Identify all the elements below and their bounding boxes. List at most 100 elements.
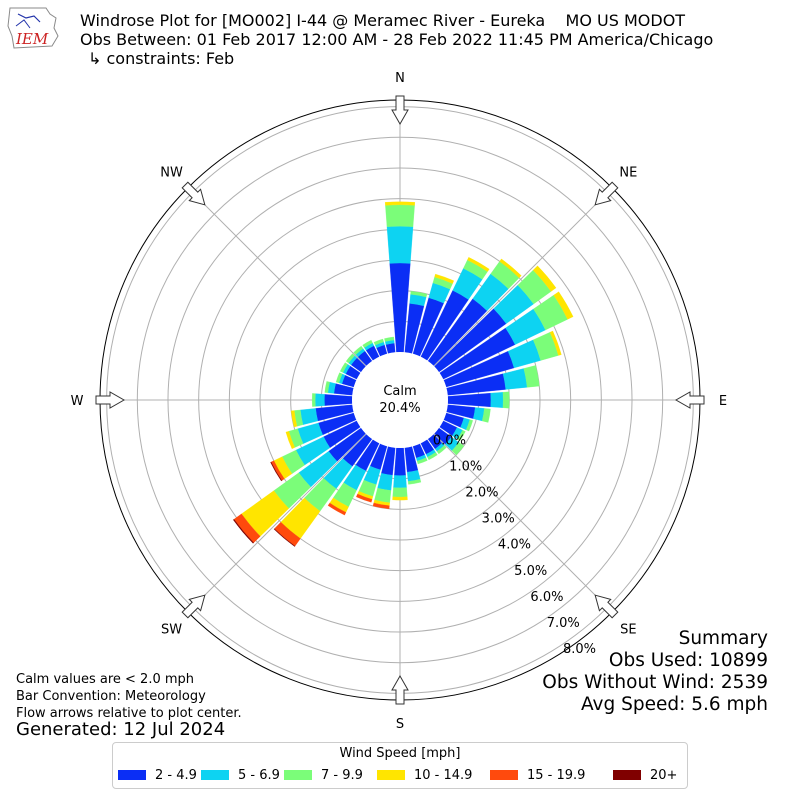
ring-label: 0.0%: [433, 434, 466, 449]
windrose-bar: [481, 408, 491, 423]
obs-between: Obs Between: 01 Feb 2017 12:00 AM - 28 F…: [80, 30, 714, 49]
legend-label: 2 - 4.9: [155, 768, 197, 783]
legend-label: 7 - 9.9: [321, 768, 363, 783]
legend-label: 10 - 14.9: [414, 768, 473, 783]
legend-label: 15 - 19.9: [527, 768, 586, 783]
windrose-bar: [490, 392, 504, 408]
summary-box: Summary Obs Used: 10899 Obs Without Wind…: [542, 628, 768, 716]
ring-label: 3.0%: [482, 512, 515, 527]
windrose-bar: [434, 273, 455, 284]
windrose-bar: [451, 442, 465, 456]
windrose-bar: [311, 393, 316, 407]
windrose-bar: [392, 487, 408, 498]
windrose-bar: [315, 393, 325, 407]
direction-arrow: [95, 391, 126, 409]
calm-label: Calm: [383, 384, 416, 399]
direction-label: NW: [160, 166, 183, 181]
summary-heading: Summary: [678, 628, 768, 649]
windrose-bar: [457, 429, 466, 442]
windrose-bar: [372, 502, 390, 509]
legend-swatch: [613, 770, 641, 780]
chart-title: Windrose Plot for [MO002] I-44 @ Meramec…: [80, 11, 686, 30]
windrose-bar: [384, 336, 395, 342]
legend-swatch: [490, 770, 518, 780]
legend-item: 5 - 6.9: [201, 768, 280, 783]
windrose-bar: [273, 528, 296, 547]
windrose-bar: [285, 431, 295, 449]
windrose-bar: [436, 445, 447, 455]
legend-swatch: [118, 770, 146, 780]
windrose-bar: [327, 502, 347, 516]
windrose-bar: [353, 345, 364, 355]
windrose-bar: [407, 479, 422, 485]
windrose-bar: [523, 365, 540, 388]
obs-used: Obs Used: 10899: [608, 650, 768, 671]
windrose-bars: [233, 201, 574, 547]
windrose-bar: [339, 362, 348, 373]
ring-labels: 0.0% 1.0% 2.0% 3.0% 4.0% 5.0% 6.0% 7.0% 8.0%: [433, 434, 596, 657]
windrose-bar: [447, 393, 492, 407]
ring-label: 8.0%: [563, 642, 596, 657]
windrose-bar: [345, 353, 355, 364]
windrose-bar: [291, 410, 298, 428]
windrose-bar: [427, 452, 438, 461]
windrose-bar: [532, 265, 557, 292]
direction-label: SW: [161, 622, 182, 637]
direction-arrow: [181, 181, 206, 206]
ring-label: 6.0%: [530, 590, 563, 605]
direction-label: SE: [620, 622, 636, 637]
grid-spoke: [433, 187, 613, 367]
direction-arrow: [594, 594, 619, 619]
bar-convention-note: Bar Convention: Meteorology: [16, 689, 206, 704]
legend-swatch: [284, 770, 312, 780]
legend-item: 15 - 19.9: [490, 768, 585, 783]
windrose-bar: [394, 447, 406, 476]
windrose-bar: [384, 201, 416, 206]
legend-swatch: [201, 770, 229, 780]
avg-speed: Avg Speed: 5.6 mph: [580, 694, 768, 715]
ring-label: 1.0%: [449, 460, 482, 475]
direction-arrow: [594, 181, 619, 206]
windrose-bar: [553, 291, 574, 320]
grid-spoke: [187, 433, 367, 613]
calm-value: 20.4%: [379, 401, 420, 416]
legend-item: 10 - 14.9: [377, 768, 472, 783]
direction-label: N: [395, 71, 405, 86]
legend-item: 20+: [613, 768, 677, 783]
windrose-bar: [373, 338, 384, 346]
calm-note: Calm values are < 2.0 mph: [16, 672, 195, 687]
direction-arrows: [95, 95, 705, 705]
direction-label: S: [396, 717, 404, 732]
ring-label: 5.0%: [514, 564, 547, 579]
windrose-bar: [300, 408, 319, 425]
windrose-bar: [270, 461, 283, 482]
direction-arrow: [181, 594, 206, 619]
generated-date: Generated: 12 Jul 2024: [16, 719, 226, 740]
legend: Wind Speed [mph] 2 - 4.9 5 - 6.9 7 - 9.9 10…: [112, 742, 688, 789]
windrose-bar: [392, 496, 408, 501]
notes: Calm values are < 2.0 mph Bar Convention…: [16, 671, 242, 722]
iem-logo: IEM: [7, 7, 59, 49]
obs-without-wind: Obs Without Wind: 2539: [542, 672, 768, 693]
ring-label: 4.0%: [498, 538, 531, 553]
windrose-bar: [233, 519, 254, 544]
direction-label: W: [71, 394, 84, 409]
windrose-bar: [356, 493, 373, 503]
legend-swatch: [377, 770, 405, 780]
calm-circle: [352, 352, 448, 448]
windrose-bar: [324, 381, 330, 393]
grid-spoke: [433, 433, 613, 613]
direction-arrow: [674, 391, 705, 409]
windrose-bar: [393, 475, 407, 489]
ring-label: 2.0%: [465, 486, 498, 501]
header: Windrose Plot for [MO002] I-44 @ Meramec…: [80, 11, 713, 68]
direction-arrow: [391, 95, 409, 126]
direction-label: NE: [619, 166, 637, 181]
windrose-bar: [385, 204, 415, 227]
windrose-bar: [502, 368, 528, 390]
windrose-bar: [499, 258, 522, 279]
constraints: ↳ constraints: Feb: [88, 49, 235, 68]
direction-arrow: [391, 674, 409, 705]
direction-labels: N NE E SE S SW W NW: [71, 71, 728, 732]
